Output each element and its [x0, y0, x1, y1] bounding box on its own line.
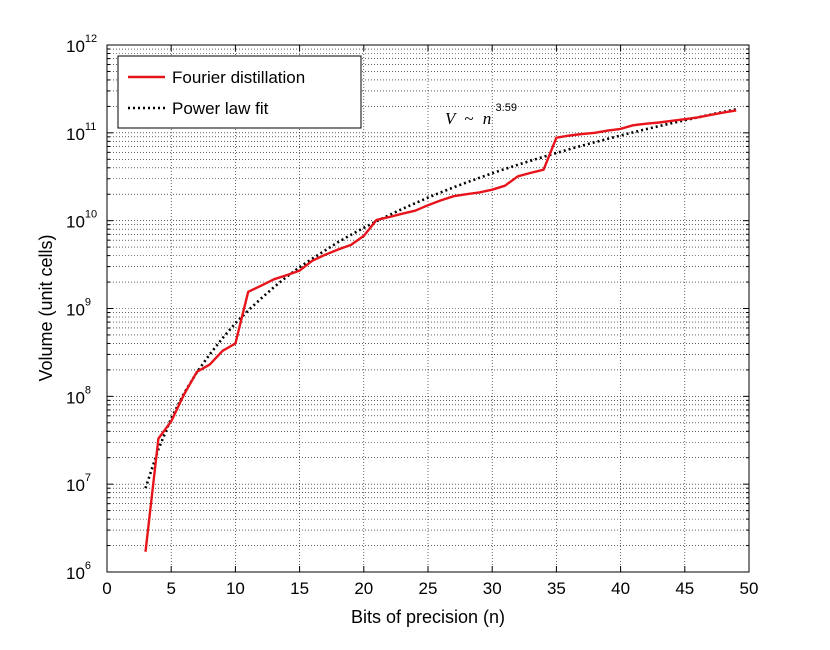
y-tick-label: 108	[66, 384, 91, 407]
annotation-base: n	[483, 109, 492, 128]
power-law-annotation: V ~ n 3.59	[445, 102, 517, 128]
series-layer	[144, 108, 737, 552]
tick-labels: 0 5 10 15 20 25 30 35 40 45 50 106 107 108 109 1010 1011…	[66, 33, 758, 598]
legend-label-powerlaw: Power law fit	[172, 99, 269, 118]
x-tick-label: 25	[419, 579, 438, 598]
x-axis-title: Bits of precision (n)	[351, 607, 505, 627]
x-tick-label: 50	[740, 579, 759, 598]
x-tick-label: 30	[483, 579, 502, 598]
legend-label-fourier: Fourier distillation	[172, 68, 305, 87]
x-tick-label: 0	[102, 579, 111, 598]
x-tick-label: 20	[354, 579, 373, 598]
x-tick-label: 45	[675, 579, 694, 598]
y-tick-label: 106	[66, 560, 91, 583]
y-tick-label: 1012	[66, 33, 97, 56]
legend: Fourier distillation Power law fit	[117, 55, 362, 129]
tick-marks	[106, 45, 750, 573]
annotation-op: ~	[464, 109, 473, 128]
x-tick-label: 10	[226, 579, 245, 598]
series-power-law-fit-line	[144, 108, 737, 489]
x-tick-label: 5	[166, 579, 175, 598]
y-tick-label: 109	[66, 297, 91, 320]
y-tick-label: 1010	[66, 209, 97, 232]
x-tick-label: 40	[611, 579, 630, 598]
x-tick-label: 35	[547, 579, 566, 598]
x-tick-label: 15	[290, 579, 309, 598]
y-tick-label: 1011	[66, 121, 96, 144]
annotation-lhs: V	[445, 109, 458, 128]
annotation-exponent: 3.59	[496, 102, 517, 114]
legend-box	[117, 55, 362, 129]
y-tick-label: 107	[66, 472, 91, 495]
series-fourier-distillation-line	[144, 109, 737, 552]
y-axis-title: Volume (unit cells)	[36, 234, 56, 381]
grid	[107, 45, 749, 572]
